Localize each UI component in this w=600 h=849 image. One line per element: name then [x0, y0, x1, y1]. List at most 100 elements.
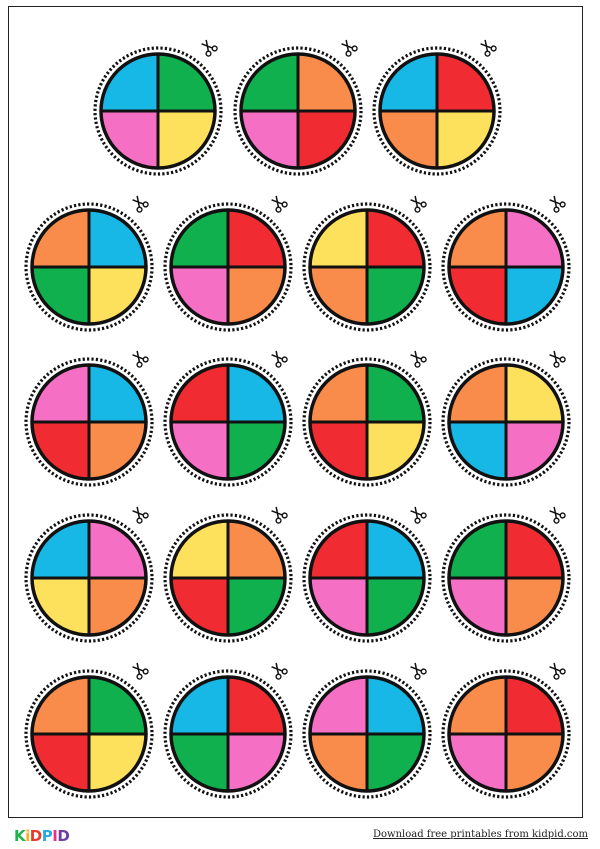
scissors-blade [132, 510, 144, 516]
scissors-handle [414, 206, 421, 213]
cut-line [302, 669, 432, 799]
spinner-outline [447, 363, 565, 481]
scissors-handle [281, 201, 288, 208]
quadrant-orange [310, 365, 367, 422]
cut-line [163, 357, 293, 487]
scissors-handle [142, 356, 149, 363]
spinner-outline [30, 519, 148, 637]
quadrant-blue [506, 267, 563, 324]
scissors-handle [420, 512, 427, 519]
scissors-handle [420, 356, 427, 363]
quadrant-yellow [32, 578, 89, 635]
color-spinner [372, 39, 502, 176]
scissors-handle [553, 206, 560, 213]
cut-line [233, 46, 363, 176]
quadrant-blue [101, 54, 158, 111]
quadrant-blue [380, 54, 437, 111]
page-footer: KiDPID Download free printables from kid… [0, 823, 600, 849]
color-spinner [24, 506, 154, 643]
scissors-blade [410, 510, 422, 516]
quadrant-pink [171, 422, 228, 479]
scissors-handle [136, 361, 143, 368]
quadrant-green [367, 365, 424, 422]
scissors-icon [410, 195, 427, 213]
color-spinner [302, 195, 432, 332]
cut-line [302, 357, 432, 487]
quadrant-green [367, 267, 424, 324]
quadrant-green [171, 734, 228, 791]
spinner-outline [169, 675, 287, 793]
color-spinner [24, 195, 154, 332]
scissors-handle [275, 361, 282, 368]
scissors-icon [549, 350, 566, 368]
quadrant-yellow [310, 210, 367, 267]
scissors-handle [559, 201, 566, 208]
scissors-icon [480, 39, 497, 57]
spinner-outline [447, 675, 565, 793]
scissors-handle [142, 512, 149, 519]
spinner-outline [99, 52, 217, 170]
quadrant-red [228, 677, 285, 734]
cut-line [302, 513, 432, 643]
scissors-handle [559, 512, 566, 519]
scissors-handle [136, 206, 143, 213]
quadrant-red [310, 422, 367, 479]
quadrant-red [506, 677, 563, 734]
scissors-handle [553, 361, 560, 368]
scissors-handle [275, 673, 282, 680]
quadrant-green [158, 54, 215, 111]
scissors-handle [142, 201, 149, 208]
spinner-outline [169, 208, 287, 326]
quadrant-blue [228, 365, 285, 422]
cut-line [441, 357, 571, 487]
spinner-outline [447, 519, 565, 637]
color-spinner [163, 662, 293, 799]
spinner-outline [30, 675, 148, 793]
scissors-icon [341, 39, 358, 57]
scissors-icon [271, 662, 288, 680]
spinner-outline [239, 52, 357, 170]
scissors-blade [410, 199, 422, 205]
color-spinner [441, 506, 571, 643]
quadrant-blue [171, 677, 228, 734]
scissors-handle [281, 668, 288, 675]
color-spinner [163, 195, 293, 332]
quadrant-yellow [367, 422, 424, 479]
scissors-handle [205, 50, 212, 57]
color-spinner [302, 350, 432, 487]
scissors-icon [549, 195, 566, 213]
quadrant-yellow [158, 111, 215, 168]
spinner-outline [308, 519, 426, 637]
color-spinner [24, 350, 154, 487]
cut-line [24, 357, 154, 487]
quadrant-green [367, 734, 424, 791]
scissors-icon [271, 350, 288, 368]
color-spinner [93, 39, 223, 176]
quadrant-pink [241, 111, 298, 168]
quadrant-red [32, 734, 89, 791]
scissors-blade [132, 354, 144, 360]
quadrant-orange [506, 734, 563, 791]
cut-line [163, 513, 293, 643]
scissors-handle [420, 201, 427, 208]
quadrant-green [32, 267, 89, 324]
quadrant-orange [32, 677, 89, 734]
quadrant-orange [32, 210, 89, 267]
cut-line [441, 202, 571, 332]
color-spinner [163, 350, 293, 487]
quadrant-orange [380, 111, 437, 168]
scissors-handle [345, 50, 352, 57]
quadrant-green [89, 677, 146, 734]
scissors-handle [484, 50, 491, 57]
download-credit-link[interactable]: Download free printables from kidpid.com [372, 829, 588, 840]
scissors-icon [201, 39, 218, 57]
quadrant-red [367, 210, 424, 267]
spinner-outline [30, 363, 148, 481]
color-spinner [24, 662, 154, 799]
cut-line [372, 46, 502, 176]
scissors-blade [341, 43, 353, 49]
kidpid-logo[interactable]: KiDPID [14, 827, 70, 845]
quadrant-orange [310, 734, 367, 791]
scissors-handle [553, 517, 560, 524]
